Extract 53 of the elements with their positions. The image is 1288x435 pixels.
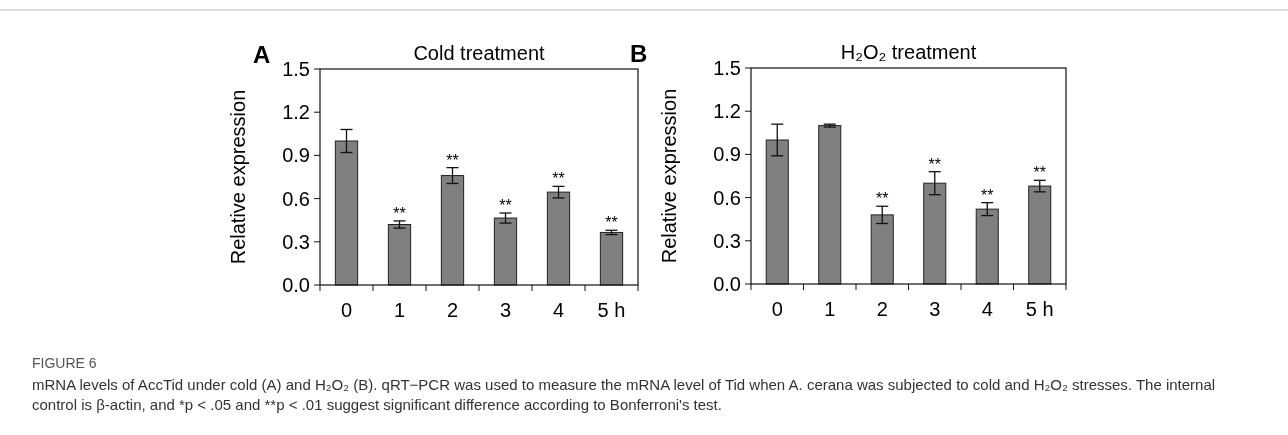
y-axis-title: Relative expression bbox=[658, 88, 680, 264]
y-tick-label: 1.5 bbox=[282, 58, 310, 80]
x-tick-label: 3 bbox=[929, 298, 941, 320]
y-tick-label: 0.6 bbox=[282, 187, 310, 210]
annotation: ** bbox=[499, 197, 512, 214]
y-tick-label: 0.9 bbox=[713, 143, 741, 166]
x-tick-label: 2 bbox=[876, 298, 888, 320]
y-tick-label: 0.3 bbox=[282, 230, 310, 253]
x-tick-label: 2 bbox=[446, 299, 459, 321]
bar bbox=[765, 139, 789, 285]
annotation: ** bbox=[393, 204, 406, 222]
bar bbox=[870, 214, 894, 285]
bar bbox=[818, 125, 842, 285]
bar bbox=[493, 217, 518, 286]
y-tick-label: 0.9 bbox=[282, 144, 310, 167]
x-tick-label: 0 bbox=[340, 299, 353, 321]
x-tick-label: 3 bbox=[499, 299, 512, 321]
chart-title: H₂O₂ treatment bbox=[840, 41, 977, 63]
text: B bbox=[630, 40, 648, 67]
bar bbox=[599, 231, 624, 286]
annotation: ** bbox=[446, 151, 459, 169]
bar bbox=[975, 208, 999, 285]
x-tick-label: 1 bbox=[393, 299, 406, 321]
annotation: ** bbox=[981, 186, 994, 204]
y-tick-label: 1.2 bbox=[713, 100, 741, 123]
chart-title: Cold treatment bbox=[413, 42, 546, 64]
bar bbox=[1028, 185, 1052, 285]
y-tick-label: 0.0 bbox=[282, 274, 310, 296]
y-axis-title: Relative expression bbox=[227, 89, 249, 265]
y-tick-label: 0.3 bbox=[713, 229, 741, 252]
y-tick-label: 1.5 bbox=[713, 57, 741, 79]
annotation: ** bbox=[552, 170, 565, 188]
bar bbox=[387, 224, 412, 286]
x-tick-label: 0 bbox=[771, 298, 783, 320]
annotation: ** bbox=[928, 155, 941, 173]
bar bbox=[334, 140, 359, 286]
bar bbox=[923, 182, 947, 285]
x-tick-label: 1 bbox=[824, 298, 836, 320]
y-tick-label: 0.6 bbox=[713, 186, 741, 209]
annotation: ** bbox=[605, 214, 618, 232]
bar bbox=[440, 175, 465, 286]
y-tick-label: 1.2 bbox=[282, 101, 310, 124]
x-tick-label: 5 h bbox=[1025, 298, 1054, 320]
x-tick-label: 5 h bbox=[597, 299, 626, 321]
text: A bbox=[253, 41, 271, 68]
bar bbox=[546, 191, 571, 286]
x-tick-label: 4 bbox=[552, 299, 565, 321]
text: FIGURE 6 bbox=[32, 355, 98, 371]
text: mRNA levels of AccTid under cold (A) and H₂O₂ (B). qRT−PCR was used to measure the mRNA level of Tid when A. cerana was subjected to cold and H₂O₂ stresses. The internal control is β-actin, and *p < .05 and **p < .01 suggest significant difference according to Bonferroni's test. bbox=[32, 375, 1217, 415]
annotation: ** bbox=[876, 190, 889, 208]
annotation: ** bbox=[1033, 164, 1046, 182]
y-tick-label: 0.0 bbox=[713, 273, 741, 295]
x-tick-label: 4 bbox=[981, 298, 993, 320]
